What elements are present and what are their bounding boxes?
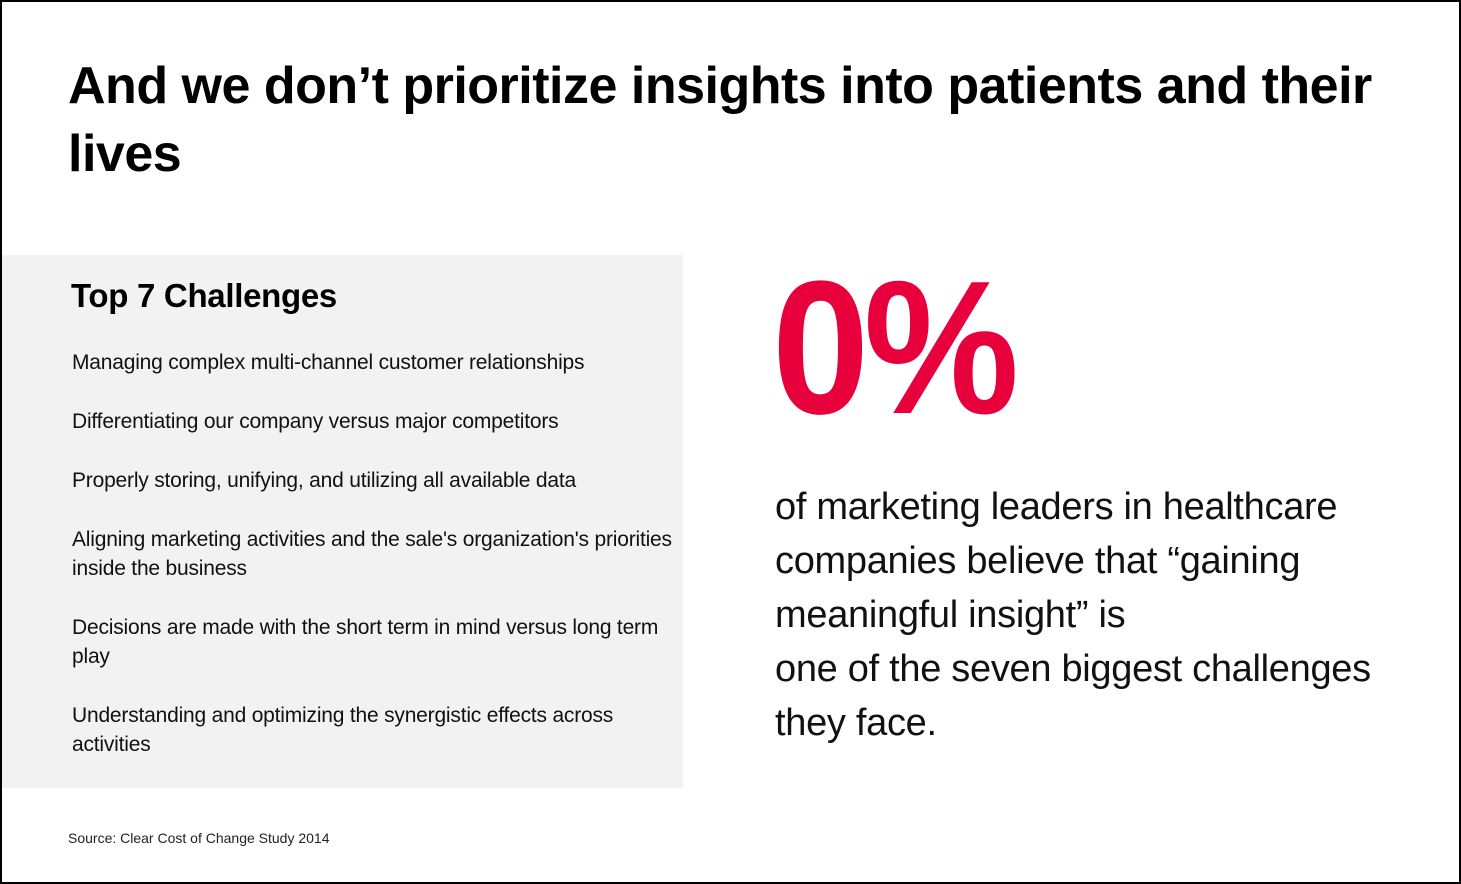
challenge-item: Managing complex multi-channel customer … [72,351,585,374]
challenges-panel [2,255,683,788]
stat-description-line: meaningful insight” is [775,594,1126,636]
challenges-heading: Top 7 Challenges [71,277,337,314]
stat-description-line: they face. [775,702,937,744]
stat-description-line: of marketing leaders in healthcare [775,486,1338,528]
challenge-item: Decisions are made with the short term i… [72,616,659,668]
stat-description-line: companies believe that “gaining [775,540,1301,582]
stat-percentage: 0% [772,242,1019,454]
challenges-list: Managing complex multi-channel customer … [72,348,672,789]
source-citation: Source: Clear Cost of Change Study 2014 [68,830,330,846]
challenge-item: Aligning marketing activities and the sa… [72,528,672,580]
stat-description: of marketing leaders in healthcare compa… [775,480,1415,750]
challenge-item: Understanding and optimizing the synergi… [72,704,614,756]
stat-description-line: one of the seven biggest challenges [775,648,1371,690]
slide-title: And we don’t prioritize insights into pa… [68,57,1372,183]
challenge-item: Properly storing, unifying, and utilizin… [72,469,576,492]
challenge-item: Differentiating our company versus major… [72,410,559,433]
